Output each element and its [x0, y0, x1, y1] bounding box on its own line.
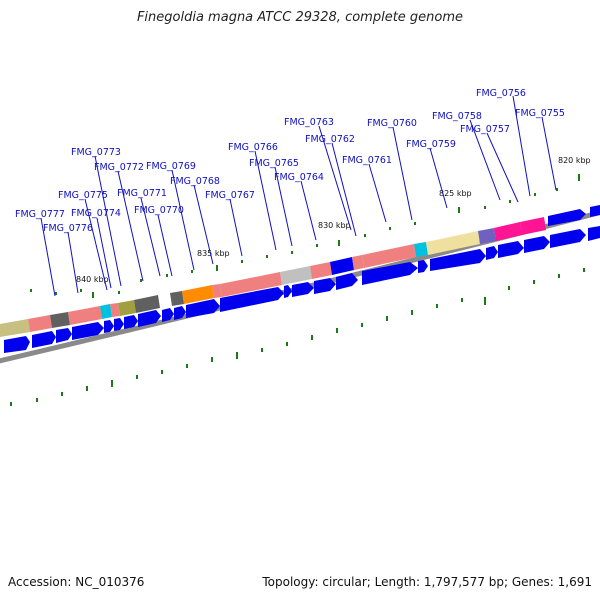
gene-label: FMG_0765 [249, 158, 299, 169]
cds-track-upper [548, 205, 600, 226]
gene-label: FMG_0772 [94, 162, 144, 173]
gene-label: FMG_0773 [71, 147, 121, 158]
gene-label: FMG_0770 [134, 205, 184, 216]
tick-label: 825 kbp [439, 189, 472, 198]
gene-label: FMG_0766 [228, 142, 278, 153]
tick-label: 835 kbp [197, 249, 230, 258]
gene-label: FMG_0762 [305, 134, 355, 145]
gene-label: FMG_0760 [367, 118, 417, 129]
genome-title: Finegoldia magna ATCC 29328, complete ge… [136, 10, 464, 25]
gc-dotted-track-lower [10, 268, 585, 406]
tick-label: 820 kbp [558, 156, 591, 165]
gene-label: FMG_0758 [432, 111, 482, 122]
gene-label: FMG_0774 [71, 208, 121, 219]
cds-track-lower [4, 226, 600, 353]
gene-label: FMG_0764 [274, 172, 324, 183]
gene-label: FMG_0763 [284, 117, 334, 128]
gene-label: FMG_0775 [58, 190, 108, 201]
gene-label: FMG_0755 [515, 108, 565, 119]
gc-dotted-track-upper [30, 174, 580, 298]
accession-label: Accession: NC_010376 [8, 575, 145, 589]
gene-label: FMG_0769 [146, 161, 196, 172]
gene-label: FMG_0767 [205, 190, 255, 201]
gene-label: FMG_0776 [43, 223, 93, 234]
gene-labels: FMG_0756 FMG_0755 FMG_0758 FMG_0757 FMG_… [15, 88, 565, 234]
gene-label: FMG_0777 [15, 209, 65, 220]
gene-leader-lines [40, 95, 557, 297]
tick-label: 840 kbp [76, 275, 109, 284]
gene-label: FMG_0761 [342, 155, 392, 166]
topology-label: Topology: circular; Length: 1,797,577 bp… [262, 575, 592, 589]
gene-label: FMG_0756 [476, 88, 526, 99]
gene-label: FMG_0757 [460, 124, 510, 135]
gene-label: FMG_0759 [406, 139, 456, 150]
gene-label: FMG_0768 [170, 176, 220, 187]
tick-label: 830 kbp [318, 221, 351, 230]
gene-label: FMG_0771 [117, 188, 167, 199]
feature-segments [0, 217, 546, 337]
